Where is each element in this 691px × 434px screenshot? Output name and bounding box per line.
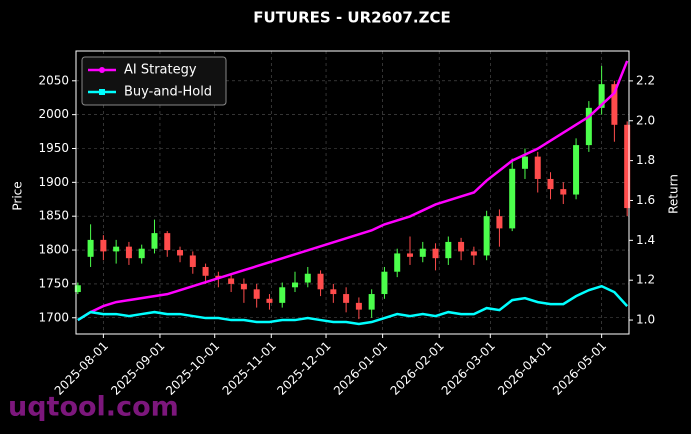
y-tick-label: 2000 (38, 107, 69, 121)
line-series (77, 284, 629, 326)
legend-label: Buy-and-Hold (124, 85, 212, 100)
candle-body (202, 266, 209, 276)
candle-body (330, 289, 337, 295)
watermark: uqtool.com (8, 392, 179, 423)
candle-body (87, 239, 94, 257)
candle-body (419, 248, 426, 257)
candle-body (573, 145, 580, 195)
y-tick-label: 1700 (38, 310, 69, 324)
legend-marker (99, 89, 105, 95)
y2-tick-label: 1.4 (636, 233, 655, 247)
candle-body (125, 246, 132, 259)
candle-body (394, 253, 401, 272)
x-tick-label: 2026-04-01 (495, 339, 554, 398)
y-axis-label: Price (11, 181, 25, 210)
y2-tick-label: 1.8 (636, 153, 655, 167)
candle-body (151, 233, 158, 249)
candle-body (343, 294, 350, 303)
x-tick-label: 2026-03-01 (439, 339, 498, 398)
chart-title: FUTURES - UR2607.ZCE (253, 9, 450, 27)
candle-body (598, 84, 605, 108)
candle-body (624, 124, 631, 209)
x-tick-label: 2026-05-01 (550, 339, 609, 398)
y-tick-label: 2050 (38, 73, 69, 87)
candle-body (74, 285, 81, 293)
candle-body (560, 189, 567, 195)
candle-body (496, 216, 503, 229)
x-tick-label: 2025-09-01 (108, 339, 167, 398)
y2-tick-label: 1.0 (636, 313, 655, 327)
line-series (77, 60, 629, 322)
candle-body (470, 251, 477, 256)
y-tick-label: 1950 (38, 141, 69, 155)
candle-body (458, 241, 465, 252)
candle-body (113, 246, 120, 252)
candle-body (483, 216, 490, 256)
x-tick-label: 2025-10-01 (163, 339, 222, 398)
candle-body (228, 278, 235, 284)
candle-body (585, 107, 592, 146)
legend: AI Strategy Buy-and-Hold (81, 56, 227, 106)
candle-body (521, 156, 528, 169)
x-tick-label: 2026-02-01 (388, 339, 447, 398)
candle-body (547, 178, 554, 190)
y2-tick-label: 2.2 (636, 73, 655, 87)
legend-marker (99, 67, 105, 73)
candle-body (304, 273, 311, 283)
candle-body (189, 255, 196, 267)
candle-body (534, 156, 541, 179)
legend-box (81, 56, 227, 106)
candle-body (279, 287, 286, 303)
y-tick-label: 1900 (38, 175, 69, 189)
legend-label: AI Strategy (124, 63, 197, 78)
y2-tick-label: 1.6 (636, 193, 655, 207)
candle-body (138, 248, 145, 259)
y2-axis-label: Return (667, 174, 681, 214)
y2-tick-label: 2.0 (636, 113, 655, 127)
y-tick-label: 1850 (38, 209, 69, 223)
y-tick-label: 1750 (38, 276, 69, 290)
x-tick-label: 2025-08-01 (52, 339, 111, 398)
x-tick-label: 2025-11-01 (220, 339, 279, 398)
candle-body (266, 298, 273, 303)
candle-body (368, 294, 375, 310)
candle-body (240, 283, 247, 290)
y2-tick-label: 1.2 (636, 273, 655, 287)
candle-body (100, 239, 107, 252)
candle-body (177, 250, 184, 256)
plot-frame (75, 50, 630, 335)
candle-body (164, 233, 171, 251)
candle-body (445, 241, 452, 259)
candle-body (509, 168, 516, 229)
candle-body (611, 84, 618, 125)
x-tick-label: 2025-12-01 (274, 339, 333, 398)
candle-body (381, 271, 388, 295)
candle-body (292, 282, 299, 288)
candle-body (317, 273, 324, 290)
x-tick-label: 2026-01-01 (331, 339, 390, 398)
candle-body (253, 289, 260, 299)
y-tick-label: 1800 (38, 243, 69, 257)
candle-body (355, 302, 362, 310)
candle-body (432, 248, 439, 259)
candle-body (406, 253, 413, 257)
